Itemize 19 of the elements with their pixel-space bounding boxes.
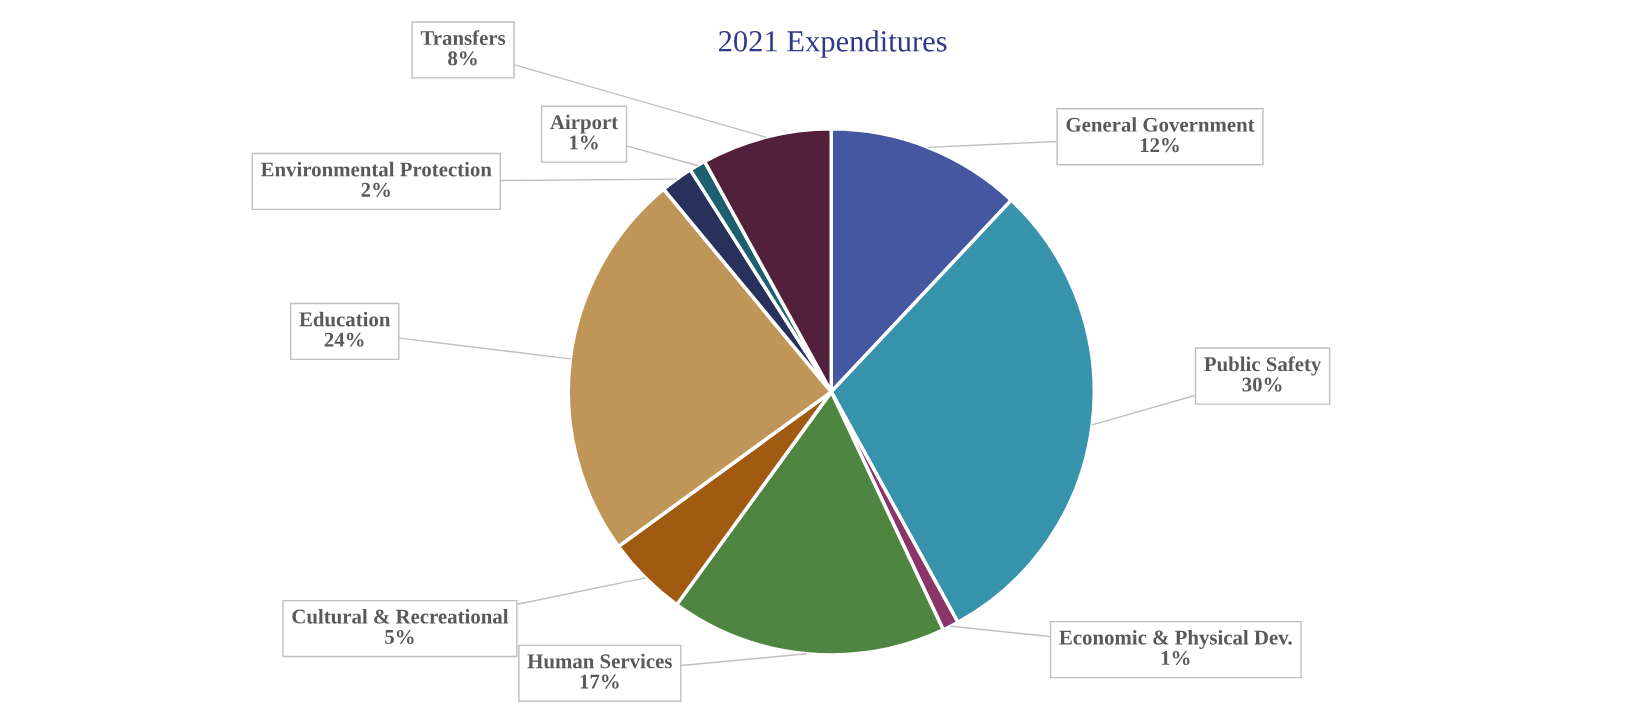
slice-label: Public Safety: [1204, 356, 1322, 376]
data-label: 1%: [1161, 650, 1190, 666]
data-label: 17%: [580, 674, 619, 689]
slice-label: Education: [299, 311, 391, 327]
slice-label: Cultural & Recreational: [292, 608, 509, 624]
slice-label: Human Services: [527, 653, 672, 669]
data-label: 2%: [361, 182, 390, 197]
slice-label: Airport: [550, 114, 619, 134]
data-label: 30%: [1242, 377, 1282, 392]
slice-label: Economic & Physical Dev.: [1059, 629, 1292, 649]
data-label: 5%: [385, 629, 414, 645]
slice-label: General Government: [1066, 117, 1255, 132]
data-label: 1%: [570, 135, 598, 150]
data-label: 24%: [324, 332, 364, 347]
data-label: 12%: [1140, 138, 1179, 153]
chart-title: 2021 Expenditures: [718, 30, 947, 58]
data-label: 8%: [448, 51, 477, 66]
slice-label: Environmental Protection: [260, 161, 492, 177]
slice-label: Transfers: [420, 30, 506, 46]
